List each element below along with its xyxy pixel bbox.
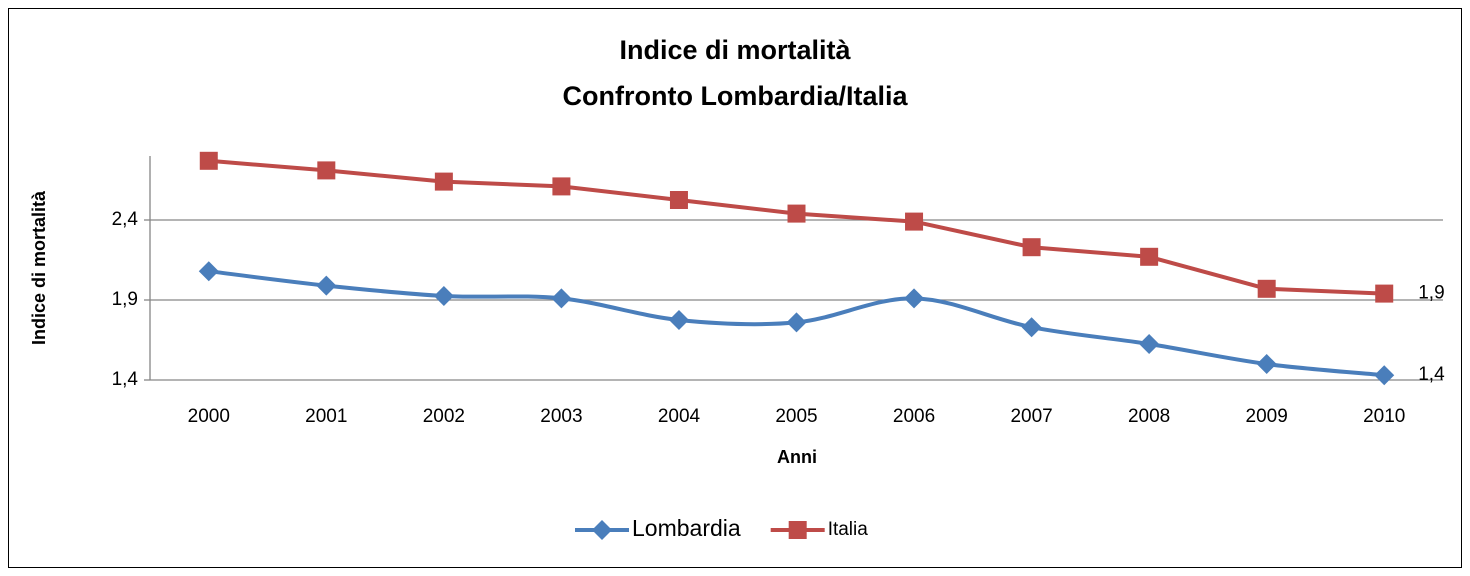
y-tick-label: 2,4 (112, 209, 139, 230)
legend-marker (788, 521, 807, 539)
chart-border (8, 8, 1462, 568)
y-tick-label: 1,4 (112, 369, 139, 390)
data-point (1139, 334, 1160, 354)
data-point (1256, 354, 1277, 374)
data-point (199, 151, 218, 170)
x-tick-label: 2006 (893, 406, 935, 427)
data-label: 1,4 (1418, 364, 1445, 385)
data-point (904, 288, 925, 309)
chart-subtitle: Confronto Lombardia/Italia (562, 81, 908, 111)
data-point (786, 312, 807, 333)
data-point (1375, 284, 1394, 303)
data-point (669, 191, 688, 209)
x-tick-label: 2003 (540, 406, 582, 427)
data-point (1140, 247, 1159, 266)
legend-label: Italia (828, 519, 869, 540)
data-point (551, 288, 572, 309)
x-tick-label: 2009 (1246, 406, 1288, 427)
data-point (668, 310, 689, 330)
x-tick-label: 2005 (775, 406, 817, 427)
x-tick-label: 2000 (188, 406, 230, 427)
legend-marker (592, 520, 612, 540)
data-point (1022, 238, 1041, 257)
data-point (316, 275, 337, 296)
data-point (1021, 317, 1042, 338)
x-tick-label: 2001 (305, 406, 347, 427)
x-tick-label: 2002 (423, 406, 465, 427)
data-point (1257, 279, 1276, 298)
data-point (317, 161, 336, 180)
x-axis-label: Anni (777, 447, 817, 467)
legend-label: Lombardia (632, 515, 741, 541)
data-point (552, 177, 571, 196)
chart-title: Indice di mortalità (619, 35, 851, 65)
y-axis-label: Indice di mortalità (29, 190, 49, 345)
data-point (434, 172, 453, 191)
data-label: 1,9 (1418, 283, 1444, 304)
data-point (198, 261, 219, 282)
x-tick-label: 2007 (1010, 406, 1052, 427)
x-tick-label: 2008 (1128, 406, 1170, 427)
data-point (905, 212, 924, 231)
data-point (787, 204, 806, 223)
x-tick-label: 2010 (1363, 406, 1405, 427)
x-tick-label: 2004 (658, 406, 701, 427)
data-point (1374, 365, 1395, 386)
y-tick-label: 1,9 (112, 289, 138, 310)
data-point (433, 286, 454, 306)
